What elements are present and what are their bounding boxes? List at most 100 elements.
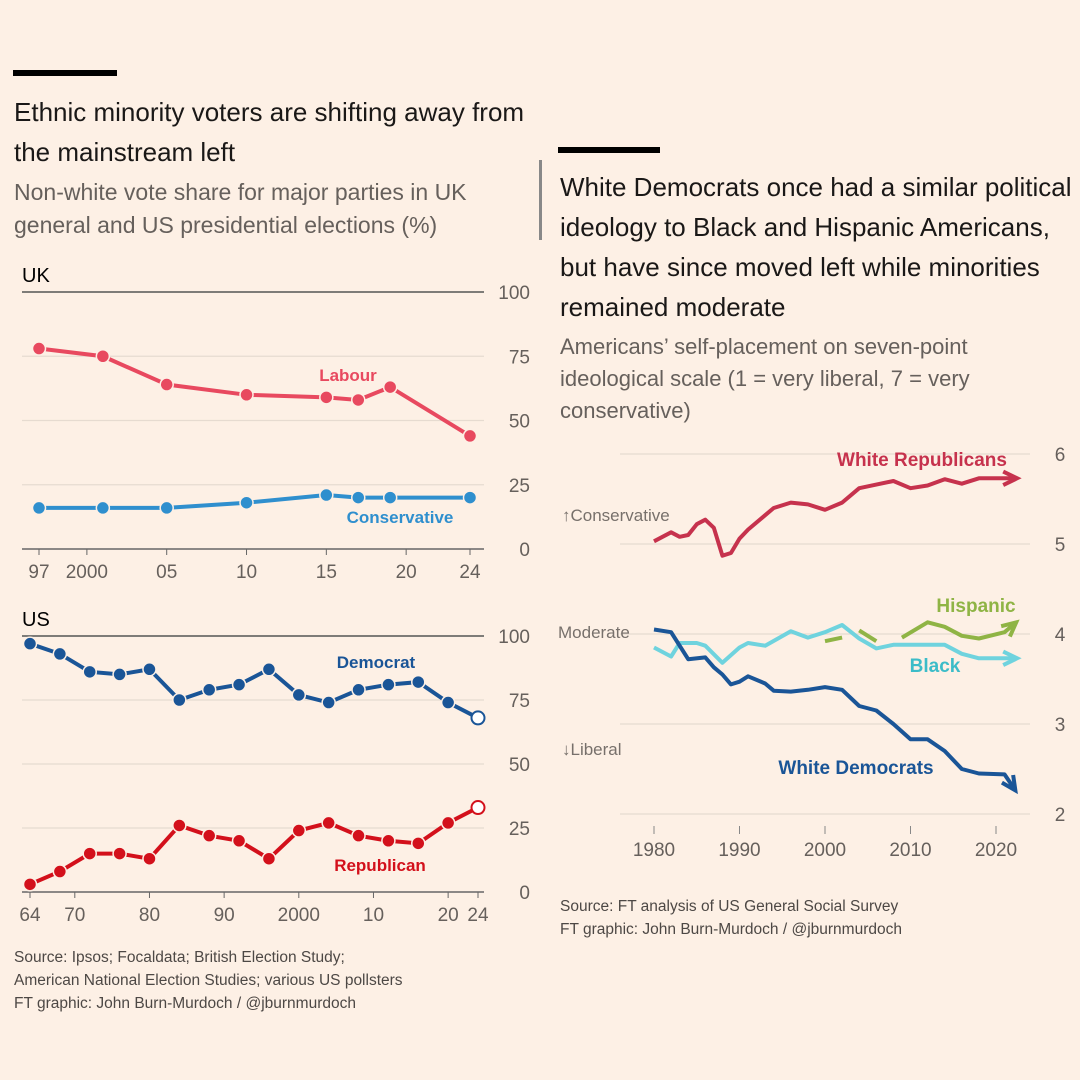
series-line — [824, 635, 843, 644]
right-header: White Democrats once had a similar polit… — [560, 167, 1075, 427]
data-point — [31, 500, 47, 516]
y-tick-label: 3 — [1055, 715, 1066, 736]
arrow-head-icon — [1000, 774, 1018, 795]
divider — [539, 160, 542, 240]
y-tick-label: 0 — [519, 540, 530, 561]
x-tick-label: 2000 — [278, 905, 320, 926]
x-tick-label: 2000 — [804, 840, 846, 861]
right-source: Source: FT analysis of US General Social… — [560, 895, 902, 941]
x-tick-label: 24 — [459, 562, 481, 583]
data-point — [291, 823, 307, 838]
data-point — [261, 662, 277, 677]
data-point — [411, 836, 426, 851]
x-tick-label: 15 — [316, 562, 337, 583]
data-point — [291, 687, 307, 703]
left-header: Ethnic minority voters are shifting away… — [14, 92, 536, 242]
x-tick-label: 1980 — [633, 840, 675, 861]
source-line: Source: Ipsos; Focaldata; British Electi… — [14, 949, 345, 966]
series-label: Hispanic — [936, 596, 1016, 617]
arrow-head-icon — [1000, 619, 1020, 638]
x-tick-label: 1990 — [718, 840, 760, 861]
data-point — [381, 677, 396, 692]
y-tick-label: 4 — [1055, 625, 1066, 646]
data-point — [82, 664, 97, 680]
arrow-head-icon — [1002, 469, 1022, 487]
data-point — [239, 387, 254, 403]
data-point — [239, 495, 254, 510]
data-point — [470, 710, 486, 726]
y-tick-label: 100 — [498, 627, 530, 648]
y-tick-label: 25 — [509, 819, 530, 840]
data-point — [351, 682, 366, 698]
y-tick-label: 2 — [1055, 805, 1066, 826]
data-point — [319, 390, 334, 405]
panel-label: US — [22, 609, 50, 631]
y-tick-label: 25 — [509, 476, 530, 497]
data-point — [31, 341, 47, 356]
series-label: Labour — [319, 366, 377, 385]
data-point — [231, 677, 247, 692]
data-point — [231, 833, 247, 849]
data-point — [462, 428, 478, 444]
data-point — [112, 846, 127, 861]
conservative-annotation: ↑Conservative — [562, 506, 670, 525]
data-point — [411, 674, 426, 690]
series-label: White Democrats — [778, 758, 933, 779]
data-point — [351, 490, 366, 505]
credit-line: FT graphic: John Burn-Murdoch / @jburnmu… — [560, 921, 902, 938]
data-point — [95, 349, 111, 364]
arrow-head-icon — [1002, 649, 1022, 667]
series-line — [858, 628, 878, 643]
x-tick-label: 80 — [139, 905, 160, 926]
title-bar-left — [13, 70, 117, 76]
data-point — [470, 800, 486, 816]
data-point — [22, 636, 38, 651]
liberal-annotation: ↓Liberal — [562, 740, 622, 759]
data-point — [142, 662, 157, 677]
series-label: Conservative — [347, 508, 454, 527]
x-tick-label: 2010 — [889, 840, 931, 861]
series-label: Democrat — [337, 653, 416, 672]
series-line — [653, 627, 1015, 789]
x-tick-label: 2000 — [66, 562, 108, 583]
data-point — [22, 877, 38, 892]
source-line: American National Election Studies; vari… — [14, 972, 403, 989]
data-point — [172, 692, 187, 708]
left-source: Source: Ipsos; Focaldata; British Electi… — [14, 946, 403, 1015]
data-point — [201, 828, 217, 843]
data-point — [382, 379, 398, 395]
right-title: White Democrats once had a similar polit… — [560, 172, 1072, 322]
data-point — [382, 490, 398, 505]
x-tick-label: 10 — [363, 905, 384, 926]
data-point — [440, 815, 456, 831]
data-point — [95, 500, 111, 516]
title-bar-right — [558, 147, 660, 153]
y-tick-label: 100 — [498, 283, 530, 304]
x-tick-label: 05 — [156, 562, 177, 583]
series-line — [653, 623, 1014, 665]
y-tick-label: 6 — [1055, 445, 1066, 466]
x-tick-label: 20 — [396, 562, 417, 583]
data-point — [321, 695, 336, 710]
x-tick-label: 64 — [19, 905, 41, 926]
x-tick-label: 70 — [64, 905, 85, 926]
data-point — [261, 851, 277, 866]
x-tick-label: 2020 — [975, 840, 1017, 861]
left-title: Ethnic minority voters are shifting away… — [14, 97, 525, 167]
data-point — [159, 377, 174, 392]
data-point — [172, 818, 187, 833]
series-line — [653, 476, 1014, 558]
data-point — [462, 490, 478, 505]
source-line: Source: FT analysis of US General Social… — [560, 898, 899, 915]
data-point — [82, 846, 97, 861]
y-tick-label: 0 — [519, 883, 530, 904]
panel-label: UK — [22, 265, 50, 287]
left-subtitle: Non-white vote share for major parties i… — [14, 179, 467, 238]
credit-line: FT graphic: John Burn-Murdoch / @jburnmu… — [14, 995, 356, 1012]
data-point — [142, 851, 157, 866]
x-tick-label: 97 — [28, 562, 49, 583]
data-point — [351, 828, 366, 843]
series-line — [29, 805, 479, 887]
series-label: White Republicans — [837, 450, 1007, 471]
